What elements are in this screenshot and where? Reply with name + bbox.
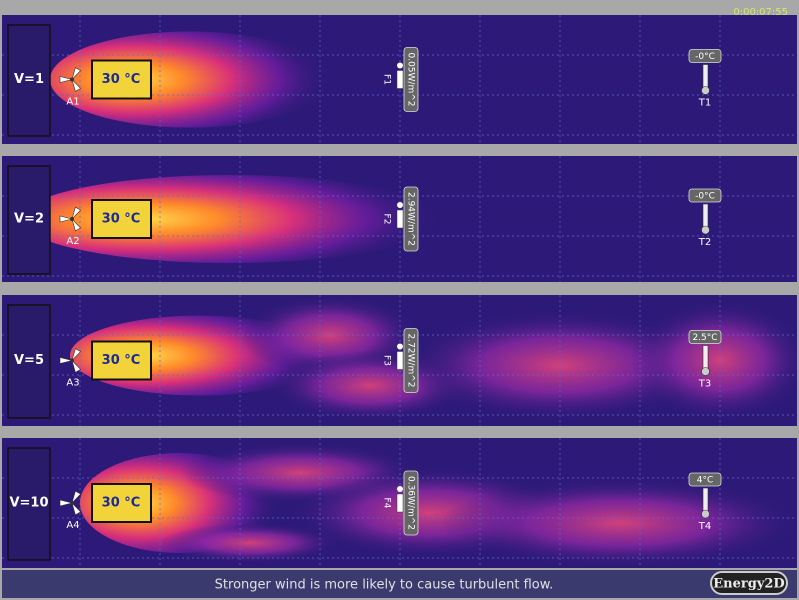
fan-blade [59,76,73,83]
heater-label: 30 °C [102,496,141,511]
flux-sensor [396,493,404,513]
flux-sensor [396,209,404,229]
fan-hub [70,217,74,221]
velocity-label: V=2 [14,212,44,227]
thermometer-stem [702,345,709,370]
fan [59,348,82,373]
footer-text: Stronger wind is more likely to cause tu… [215,578,554,593]
fan-label: A4 [66,520,79,531]
heat-plume [630,300,797,421]
label-box [7,447,51,561]
flux-badge [403,186,419,252]
heat-field [50,31,330,128]
fan [59,67,82,92]
heat-plume [440,478,797,568]
fan-blade [71,218,82,232]
flux-badge [403,328,419,393]
flux-sensor-label: F3 [382,355,392,366]
thermometer-bulb [701,509,710,519]
heat-plume [50,31,330,128]
fan-hub [70,77,74,82]
fan-blade [71,79,82,92]
thermometer-badge [688,472,722,487]
flux-sensor-dot [397,486,403,492]
fan-blade [71,67,82,80]
thermometer-label: T2 [698,237,711,248]
flux-sensor [396,70,404,89]
fan-blade [71,206,82,220]
simulation-panel: V=10 A4 30 °C F4 0.36W/m^2 4°C T4 [2,438,797,568]
flux-sensor-label: F4 [382,498,392,509]
thermometer-badge [688,330,722,344]
thermometer-stem [702,487,709,513]
flux-sensor-dot [397,62,403,69]
thermometer-bulb [701,367,710,376]
flux-value: 2.72W/m^2 [406,333,416,387]
label-box [7,304,51,419]
thermometer-badge [688,49,722,63]
heater [91,59,152,100]
fan-blade [59,357,73,364]
heater [91,340,152,381]
fan [59,206,82,232]
fan-blade [71,490,82,504]
fan-blade [71,348,82,361]
fan-blade [59,215,73,223]
thermometer-value: -0°C [695,52,715,62]
heater-label: 30 °C [102,353,141,368]
velocity-label: V=5 [14,353,44,368]
logo[interactable]: Energy2D [713,577,784,592]
flux-value: 0.05W/m^2 [406,52,416,106]
flux-value: 2.94W/m^2 [406,192,416,246]
thermometer-value: 2.5°C [692,333,717,343]
simulation-panel: V=2 A2 30 °C F2 2.94W/m^2 -0°C T2 [2,156,797,282]
logo-badge[interactable] [710,571,788,595]
thermometer-value: 4°C [697,476,714,486]
simulation-panel: V=1 A1 30 °C F1 0.05W/m^2 -0°C T1 [2,15,797,144]
simulation-panel: V=5 A3 30 °C F3 2.72W/m^2 2.5°C T3 [2,295,797,426]
flux-sensor-label: F2 [382,214,392,225]
velocity-label: V=10 [9,496,48,511]
velocity-label: V=1 [14,72,44,87]
thermometer-bulb [701,86,710,95]
flux-value: 0.36W/m^2 [406,476,416,530]
flux-badge [403,470,419,536]
fan-blade [59,499,73,507]
heater [91,199,152,239]
label-box [7,24,51,137]
fan-label: A2 [66,236,79,247]
fan-hub [70,501,74,505]
fan [59,490,82,516]
fan-blade [71,360,82,373]
heater [91,483,152,523]
thermometer-value: -0°C [695,192,715,202]
fan-label: A1 [66,97,79,108]
label-box [7,165,51,275]
thermometer-badge [688,188,722,203]
heater-label: 30 °C [102,72,141,87]
flux-sensor-dot [397,202,403,208]
flux-badge [403,47,419,112]
thermometer-bulb [701,225,710,235]
footer-bar [2,570,797,598]
flux-sensor-label: F1 [382,74,392,85]
thermometer-label: T1 [698,98,711,109]
heat-field [20,175,440,263]
thermometer-stem [702,64,709,89]
flux-sensor [396,351,404,370]
fan-hub [70,358,74,363]
thermometer-stem [702,203,709,229]
heat-plume [20,175,440,263]
fan-label: A3 [66,378,79,389]
fan-blade [71,502,82,516]
heater-label: 30 °C [102,212,141,227]
timer: 0:00:07:55 [733,7,788,18]
thermometer-label: T3 [698,379,711,390]
thermometer-label: T4 [698,521,711,532]
heat-plume [160,523,340,563]
heat-field [70,295,797,421]
flux-sensor-dot [397,343,403,350]
